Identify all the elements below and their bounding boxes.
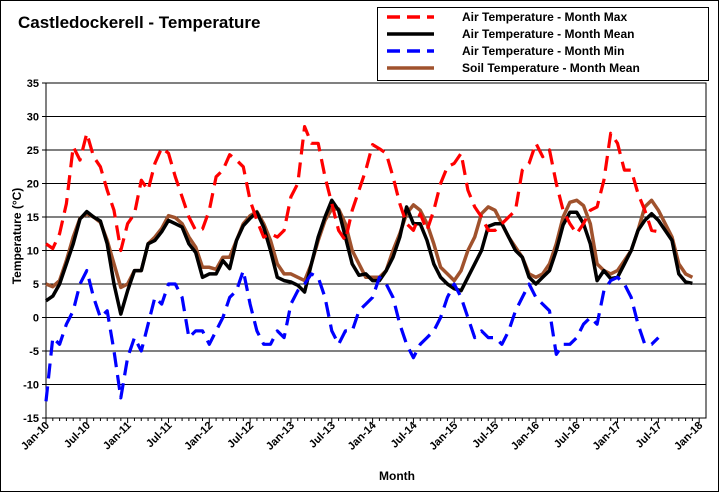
- y-tick-label: 15: [27, 212, 39, 224]
- y-tick-label: 0: [33, 313, 39, 325]
- y-tick-label: 35: [27, 78, 39, 90]
- legend-label: Air Temperature - Month Mean: [462, 27, 634, 41]
- y-tick-label: 20: [27, 179, 39, 191]
- y-tick-label: -15: [23, 413, 39, 425]
- y-tick-label: 30: [27, 112, 39, 124]
- legend-label: Air Temperature - Month Max: [462, 10, 627, 24]
- y-tick-label: -5: [29, 346, 39, 358]
- y-axis-title: Temperature (°C): [10, 188, 24, 285]
- y-tick-label: 5: [33, 279, 39, 291]
- y-tick-label: 10: [27, 246, 39, 258]
- air-temperature-month-min-line: [44, 269, 660, 402]
- x-axis-title: Month: [379, 469, 415, 483]
- air-temperature-month-mean-line: [45, 198, 693, 316]
- legend-label: Air Temperature - Month Min: [462, 44, 624, 58]
- legend-label: Soil Temperature - Month Mean: [462, 61, 640, 75]
- chart-title: Castledockerell - Temperature: [18, 13, 261, 32]
- air-temperature-month-max-line: [45, 124, 659, 253]
- y-tick-label: 25: [27, 145, 39, 157]
- series-layer: [44, 124, 694, 402]
- y-tick-label: -10: [23, 380, 39, 392]
- legend: Air Temperature - Month Max Air Temperatu…: [377, 7, 709, 81]
